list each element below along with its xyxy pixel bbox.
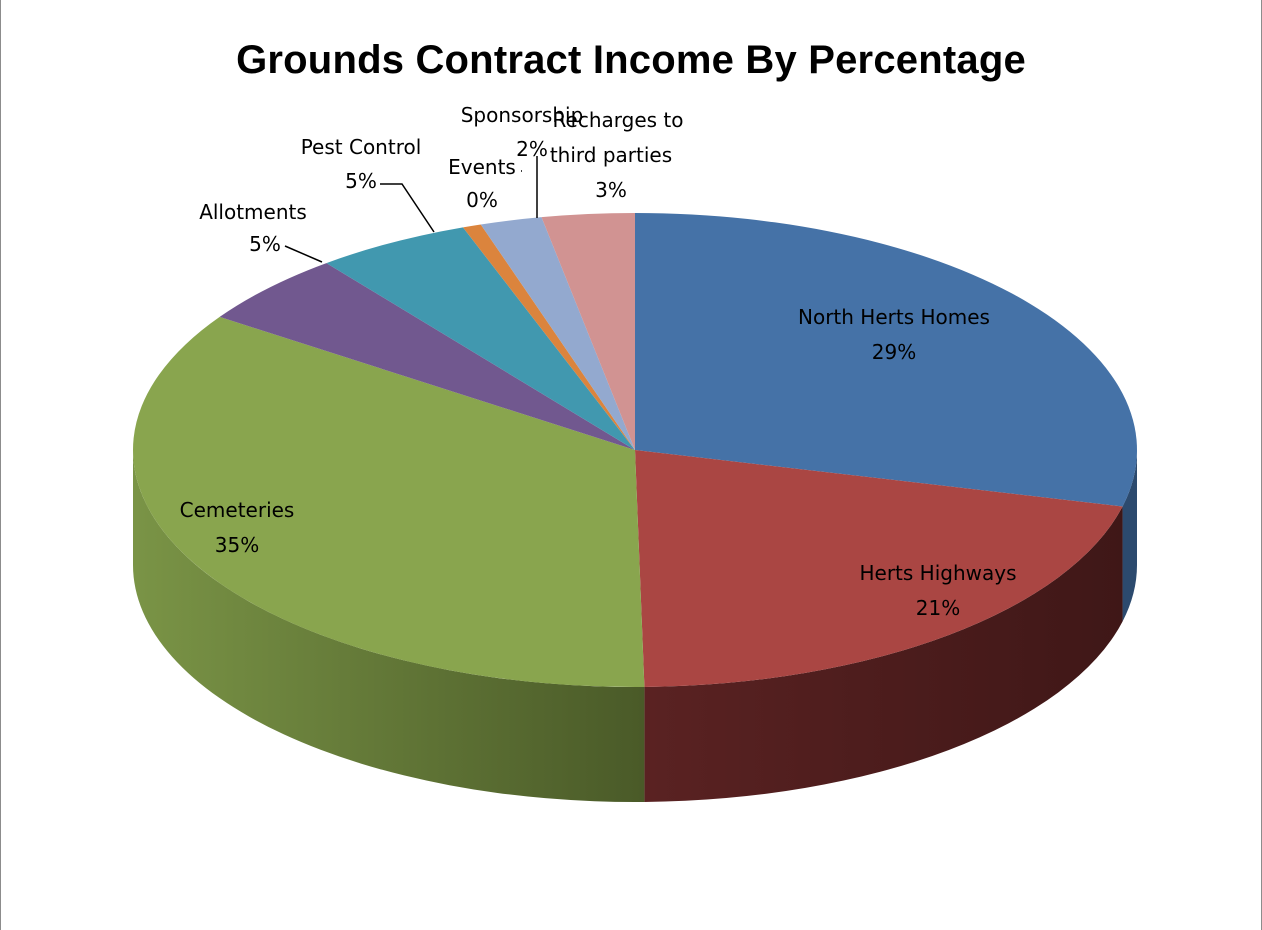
pie-slice-cemeteries bbox=[133, 316, 645, 687]
slice-label-value-cemeteries: 35% bbox=[215, 533, 259, 557]
pie-slice-recharges-to-third-parties bbox=[541, 213, 635, 450]
slice-label-value-recharges-to-third-parties: 3% bbox=[595, 178, 627, 202]
slice-label-value-herts-highways: 21% bbox=[916, 596, 960, 620]
slice-label-value-pest-control: 5% bbox=[345, 169, 377, 193]
slice-label-name-events: Events bbox=[448, 155, 516, 179]
slice-label-value-allotments: 5% bbox=[249, 232, 281, 256]
slice-label-name-cemeteries: Cemeteries bbox=[180, 498, 295, 522]
pie-slice-north-herts-homes bbox=[635, 213, 1137, 507]
pie-sides bbox=[133, 450, 1137, 802]
slice-label-value-events: 0% bbox=[466, 188, 498, 212]
slice-label-name-allotments: Allotments bbox=[199, 200, 307, 224]
slice-label-name-recharges-to-third-parties: Recharges to bbox=[553, 108, 684, 132]
leader-line-pest-control bbox=[380, 183, 435, 233]
slice-label-name-pest-control: Pest Control bbox=[301, 135, 422, 159]
slice-label-name-herts-highways: Herts Highways bbox=[859, 561, 1016, 585]
pie-top bbox=[133, 213, 1137, 687]
pie-side-cemeteries bbox=[133, 450, 645, 802]
leader-line-allotments bbox=[284, 245, 323, 263]
leader-lines bbox=[284, 156, 538, 263]
pie-slice-allotments bbox=[219, 263, 635, 450]
pie-slice-sponsorship bbox=[480, 217, 635, 450]
pie-side-herts-highways bbox=[644, 506, 1123, 802]
pie-slice-events bbox=[462, 224, 635, 450]
slice-label-name-north-herts-homes: North Herts Homes bbox=[798, 305, 990, 329]
slice-label-value-sponsorship: 2% bbox=[516, 137, 548, 161]
slice-label-name-sponsorship: Sponsorship bbox=[461, 103, 584, 127]
chart-title: Grounds Contract Income By Percentage bbox=[236, 38, 1026, 82]
pie-side-north-herts-homes bbox=[1122, 450, 1137, 622]
slice-label-name-recharges-to-third-parties: third parties bbox=[550, 143, 672, 167]
pie-slice-herts-highways bbox=[635, 450, 1123, 687]
pie-slice-pest-control bbox=[326, 227, 635, 450]
slice-label-value-north-herts-homes: 29% bbox=[872, 340, 916, 364]
slice-labels: North Herts Homes 29% Herts Highways 21% Cem… bbox=[180, 103, 1017, 620]
